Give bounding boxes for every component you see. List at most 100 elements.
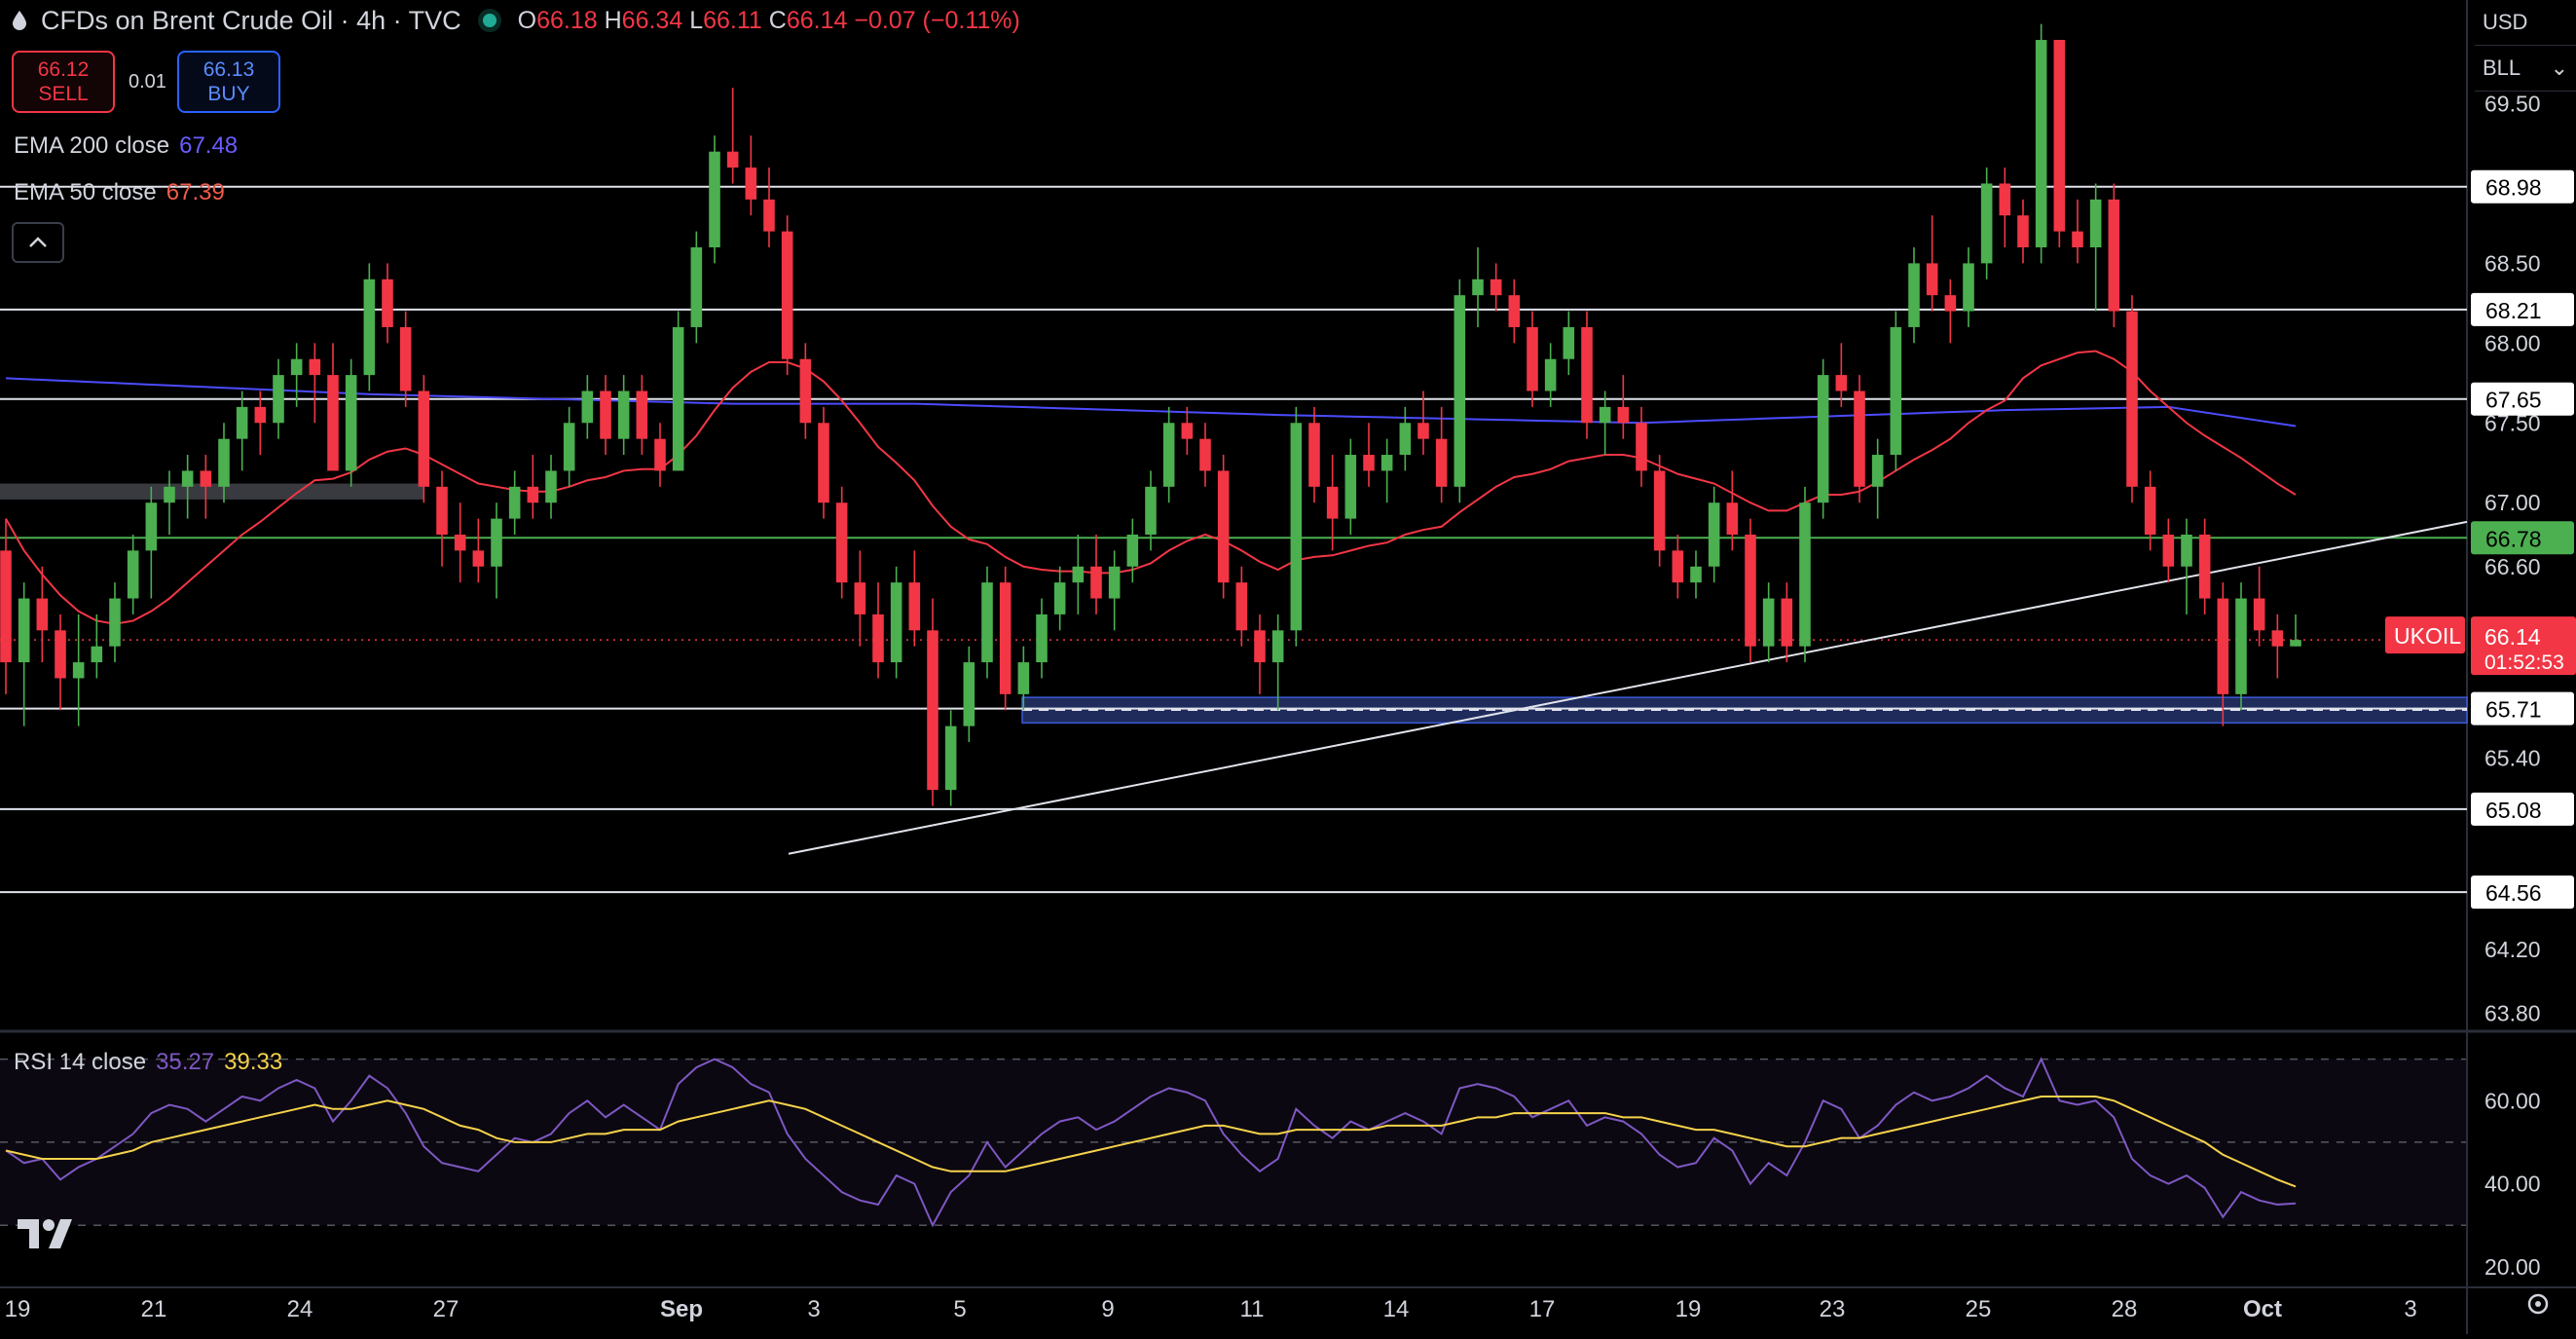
candle	[1799, 486, 1811, 663]
ema50-line	[5, 350, 2297, 625]
unit-selector[interactable]: BLL ⌄	[2475, 46, 2576, 92]
change-value: −0.07 (−0.11%)	[854, 6, 1020, 34]
candle	[709, 135, 720, 264]
candle-body	[1490, 279, 1502, 296]
candle	[1235, 566, 1248, 647]
candle	[1454, 279, 1466, 503]
ema200-legend[interactable]: EMA 200 close 67.48	[14, 132, 239, 159]
candle-body	[1944, 295, 1957, 312]
candle	[2253, 566, 2265, 647]
candle-body	[2290, 640, 2301, 647]
candle	[2126, 295, 2138, 503]
candle	[781, 215, 793, 376]
last-price-text: 66.14	[2484, 624, 2541, 650]
candle-body	[418, 391, 430, 487]
candle	[1090, 534, 1102, 614]
candle-body	[218, 438, 230, 487]
candle	[200, 455, 212, 519]
gear-icon[interactable]	[2521, 1287, 2555, 1320]
candle-body	[2144, 486, 2156, 535]
candle	[508, 470, 521, 535]
ohlc-readout: O66.18 H66.34 L66.11 C66.14 −0.07 (−0.11…	[517, 6, 1020, 34]
candle	[763, 167, 775, 248]
ema50-legend[interactable]: EMA 50 close 67.39	[14, 179, 225, 205]
sell-button[interactable]: 66.12 SELL	[12, 51, 115, 113]
candle-body	[763, 199, 775, 232]
candle	[999, 566, 1012, 711]
candle	[1126, 518, 1139, 583]
candle	[418, 375, 430, 503]
candle	[1617, 375, 1630, 439]
level-label-text: 68.21	[2485, 298, 2542, 323]
candle-body	[799, 358, 812, 424]
candle	[2017, 199, 2029, 264]
candle	[72, 614, 85, 726]
candle-body	[1527, 326, 1538, 391]
candle-body	[91, 646, 103, 663]
candle-body	[2271, 630, 2284, 647]
candle-body	[290, 358, 303, 376]
spread-value: 0.01	[129, 70, 166, 93]
candle-body	[2235, 598, 2247, 694]
price-tick-label: 64.20	[2484, 937, 2541, 962]
candle-body	[382, 279, 393, 327]
candle	[1363, 423, 1375, 487]
candle-body	[927, 630, 938, 791]
candle-body	[127, 550, 139, 599]
candle-body	[1726, 502, 1739, 535]
candle	[1290, 406, 1303, 647]
candle-body	[1690, 566, 1702, 583]
level-label-text: 66.78	[2485, 526, 2542, 551]
candle	[273, 358, 284, 439]
candle	[908, 550, 921, 647]
candle	[2072, 199, 2083, 264]
candle	[1854, 375, 1865, 503]
candle	[672, 311, 684, 471]
level-label-bg	[2471, 792, 2574, 826]
tradingview-logo	[18, 1219, 72, 1248]
candle	[854, 550, 866, 647]
candle	[2108, 183, 2120, 327]
candle	[818, 406, 829, 519]
candle	[36, 566, 49, 663]
candle	[1527, 311, 1538, 407]
price-tick-label: 68.00	[2484, 330, 2541, 355]
candle	[1690, 550, 1702, 599]
rsi-ma-value: 39.33	[224, 1049, 283, 1075]
candle	[1636, 406, 1647, 487]
candle	[726, 88, 739, 184]
candle-body	[145, 502, 158, 551]
candle-body	[1162, 423, 1175, 487]
rsi-tick-label: 60.00	[2484, 1088, 2541, 1113]
candle-body	[1326, 486, 1339, 519]
currency-selector[interactable]: USD	[2475, 0, 2576, 46]
candle	[2035, 23, 2047, 264]
candle	[1199, 423, 1211, 487]
candle	[1380, 438, 1393, 503]
candle-body	[1745, 534, 1756, 647]
candle-body	[1126, 534, 1139, 567]
candle-body	[508, 486, 521, 519]
rsi-legend[interactable]: RSI 14 close 35.27 39.33	[14, 1049, 283, 1075]
candle	[1472, 247, 1484, 327]
candle-body	[1254, 630, 1266, 663]
candle-body	[818, 423, 829, 503]
candle	[1944, 279, 1957, 344]
candle-body	[2108, 199, 2120, 312]
candle-body	[72, 662, 85, 679]
candle-body	[491, 518, 502, 567]
time-tick-label: 19	[5, 1296, 31, 1322]
symbol-title[interactable]: CFDs on Brent Crude Oil · 4h · TVC	[41, 5, 461, 35]
candle-body	[1290, 423, 1303, 631]
buy-button[interactable]: 66.13 BUY	[177, 51, 280, 113]
last-price-bg	[2471, 616, 2576, 676]
collapse-legend-button[interactable]	[12, 222, 64, 263]
candle-body	[109, 598, 121, 647]
candle-body	[1308, 423, 1320, 487]
level-label-text: 67.65	[2485, 388, 2542, 413]
candle-body	[981, 582, 993, 663]
candle-body	[327, 375, 339, 471]
candle	[963, 646, 975, 743]
